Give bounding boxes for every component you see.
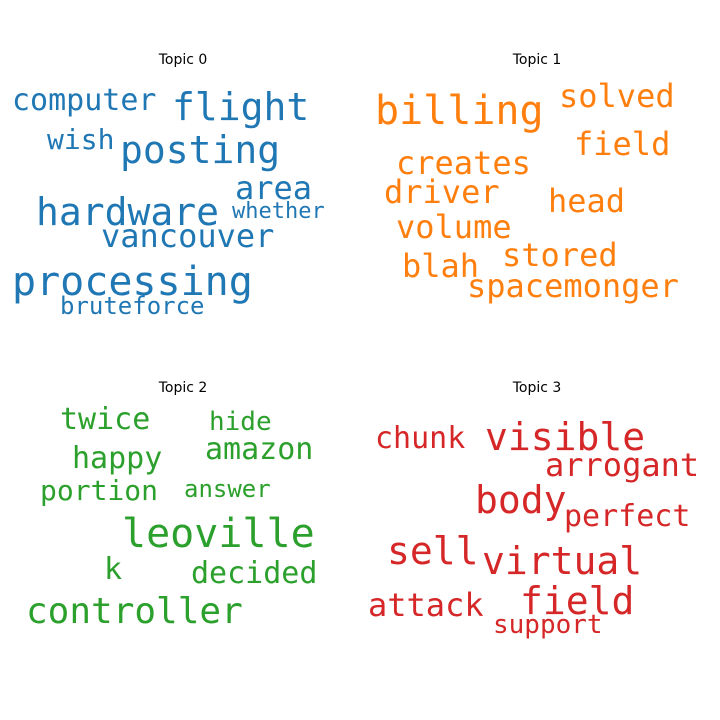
word-chunk: chunk: [375, 421, 466, 456]
word-posting: posting: [120, 128, 281, 172]
word-happy: happy: [72, 441, 163, 476]
word-virtual: virtual: [482, 539, 643, 583]
word-amazon: amazon: [205, 432, 314, 467]
word-creates: creates: [396, 144, 531, 182]
topic-2-title: Topic 2: [158, 380, 208, 396]
word-spacemonger: spacemonger: [467, 267, 679, 305]
topic-3-title: Topic 3: [512, 380, 562, 396]
word-perfect: perfect: [564, 499, 691, 534]
topic-0-panel: Topic 0 computer flight wish posting are…: [0, 0, 360, 360]
topic-0-title: Topic 0: [158, 52, 208, 68]
word-billing: billing: [375, 88, 544, 134]
word-answer: answer: [184, 475, 271, 503]
word-whether: whether: [232, 199, 325, 224]
word-solved: solved: [559, 77, 675, 115]
word-field: field: [574, 125, 671, 163]
word-arrogant: arrogant: [545, 446, 700, 484]
topic-1-title: Topic 1: [512, 52, 562, 68]
word-support: support: [493, 610, 603, 640]
topic-1-panel: Topic 1 billing solved field creates dri…: [360, 0, 720, 360]
word-computer: computer: [12, 83, 157, 118]
word-area: area: [235, 169, 313, 207]
word-k: k: [104, 552, 123, 587]
word-blah: blah: [402, 247, 480, 285]
word-decided: decided: [191, 556, 318, 591]
word-vancouver: vancouver: [101, 217, 275, 255]
word-body: body: [475, 478, 567, 522]
word-processing: processing: [12, 259, 253, 305]
word-stored: stored: [502, 236, 618, 274]
word-controller: controller: [26, 591, 243, 632]
word-wish: wish: [47, 123, 115, 156]
word-bruteforce: bruteforce: [60, 292, 205, 320]
topic-3-panel: Topic 3 chunk visible arrogant body perf…: [360, 360, 720, 720]
word-field: field: [520, 579, 635, 623]
word-sell: sell: [387, 529, 479, 573]
word-leoville: leoville: [122, 511, 315, 557]
topic-2-panel: Topic 2 twice hide amazon happy portion …: [0, 360, 360, 720]
word-hide: hide: [209, 407, 272, 437]
word-head: head: [548, 182, 626, 220]
word-visible: visible: [485, 415, 646, 459]
word-twice: twice: [60, 402, 151, 437]
word-portion: portion: [40, 474, 159, 507]
word-attack: attack: [368, 586, 484, 624]
word-driver: driver: [384, 173, 500, 211]
word-hardware: hardware: [36, 190, 220, 234]
word-volume: volume: [396, 208, 512, 246]
word-flight: flight: [172, 85, 310, 129]
